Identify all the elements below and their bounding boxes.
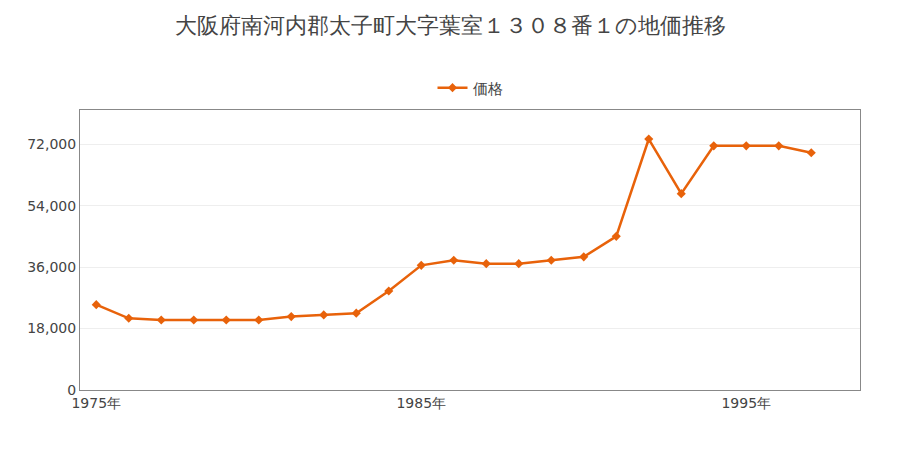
svg-text:18,000: 18,000	[27, 320, 76, 336]
svg-text:価格: 価格	[473, 80, 503, 98]
svg-text:大阪府南河内郡太子町大字葉室１３０８番１の地価推移: 大阪府南河内郡太子町大字葉室１３０８番１の地価推移	[175, 13, 726, 38]
svg-text:1995年: 1995年	[721, 395, 771, 411]
svg-text:1975年: 1975年	[71, 395, 121, 411]
svg-text:36,000: 36,000	[27, 259, 76, 275]
svg-text:1985年: 1985年	[396, 395, 446, 411]
svg-text:54,000: 54,000	[27, 198, 76, 214]
svg-text:72,000: 72,000	[27, 136, 76, 152]
svg-text:0: 0	[67, 382, 76, 398]
